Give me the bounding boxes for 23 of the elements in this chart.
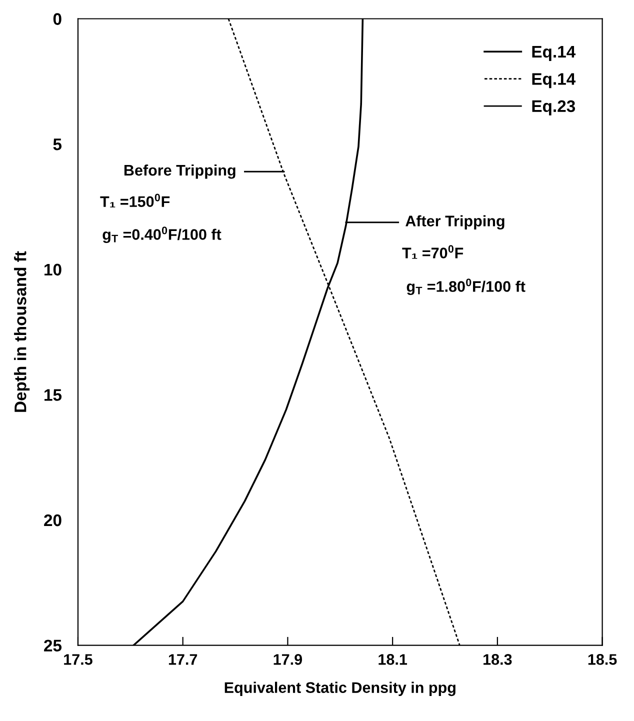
annotation: T₁ =70$^{0}$F: [402, 245, 464, 259]
x-axis-title: Equivalent Static Density in ppg: [224, 682, 456, 696]
y-tick-label: 25: [44, 640, 62, 652]
legend-label: Eq.23: [532, 100, 576, 116]
annotation: g$_{T}$ =0.40$^{0}$F/100 ft: [102, 226, 222, 244]
annotation: Before Tripping: [124, 164, 236, 179]
y-tick-label: 15: [44, 389, 62, 401]
x-tick-label: 18.1: [378, 654, 408, 665]
y-axis-title: Depth in thousand ft: [14, 251, 30, 412]
x-tick-label: 18.5: [588, 654, 617, 665]
y-tick-label: 10: [44, 264, 62, 276]
legend-label: Eq.14: [532, 46, 576, 61]
x-tick-label: 17.9: [274, 654, 302, 665]
annotation: g$_{T}$ =1.80$^{0}$F/100 ft: [406, 278, 526, 296]
legend-label: Eq.14: [532, 73, 576, 88]
x-tick-label: 17.7: [168, 654, 198, 665]
x-tick-label: 18.3: [484, 654, 512, 665]
x-tick-label: 17.5: [64, 654, 92, 665]
annotation: After Tripping: [406, 215, 504, 230]
y-tick-label: 0: [53, 13, 62, 25]
y-tick-label: 20: [44, 514, 62, 526]
annotation: T₁ =150$^{0}$F: [100, 194, 170, 208]
y-tick-label: 5: [53, 138, 62, 150]
